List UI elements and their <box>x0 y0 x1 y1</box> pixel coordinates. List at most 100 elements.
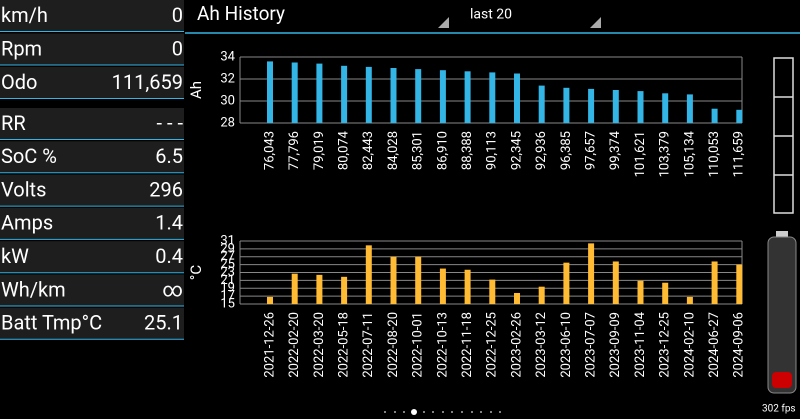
bar <box>514 292 520 304</box>
panel-row <box>0 141 184 173</box>
bar <box>612 261 619 304</box>
fps-counter: 302 fps <box>762 403 796 415</box>
x-tick-label: 110,053 <box>707 131 722 177</box>
x-tick-label: 2023-11-04 <box>633 311 648 377</box>
bar <box>736 264 743 304</box>
x-tick-label: 97,657 <box>584 131 599 170</box>
y-axis-label: °C <box>187 265 205 281</box>
x-tick-label: 105,134 <box>682 130 697 177</box>
bar <box>711 261 718 304</box>
x-tick-label: 2022-10-01 <box>411 312 426 378</box>
x-tick-label: 2024-09-06 <box>732 312 747 378</box>
bar <box>662 282 669 304</box>
bar <box>686 94 693 123</box>
bar <box>489 72 496 123</box>
row-value: 25.1 <box>144 311 183 335</box>
row-value: 6.5 <box>155 144 183 168</box>
panel-row <box>0 241 184 273</box>
x-tick-label: 77,796 <box>287 131 302 170</box>
bar <box>563 87 570 123</box>
row-value: 111,659 <box>112 70 183 94</box>
x-tick-label: 2022-11-18 <box>460 312 475 378</box>
bar <box>514 73 520 123</box>
range-selector[interactable]: last 20 <box>470 7 512 23</box>
y-axis-label: Ah <box>187 81 205 99</box>
x-tick-label: 2022-05-18 <box>337 312 352 378</box>
dropdown-arrow[interactable] <box>590 17 601 28</box>
x-tick-label: 80,074 <box>337 130 352 170</box>
bar <box>267 296 273 304</box>
x-tick-label: 2024-02-10 <box>682 312 697 378</box>
history-title[interactable]: Ah History <box>197 2 285 25</box>
x-tick-label: 79,019 <box>312 131 327 170</box>
x-tick-label: 88,388 <box>460 131 475 170</box>
bar <box>686 296 693 304</box>
panel-row <box>0 33 184 65</box>
bar <box>341 276 348 304</box>
panel-row <box>0 307 184 339</box>
x-tick-label: 101,621 <box>633 131 648 177</box>
y-tick-label: 32 <box>220 71 235 86</box>
panel-row <box>0 67 184 98</box>
y-tick-label: 21 <box>220 273 235 288</box>
y-tick-label: 34 <box>220 49 235 64</box>
bar <box>415 69 422 123</box>
y-tick-label: 23 <box>220 265 235 280</box>
dropdown-arrow[interactable] <box>438 17 449 28</box>
bar <box>291 273 298 304</box>
row-value: 0 <box>172 36 183 60</box>
row-label: SoC % <box>1 144 57 168</box>
x-tick-label: 90,113 <box>485 131 500 170</box>
x-tick-label: 2023-09-09 <box>608 312 623 378</box>
x-tick-label: 76,043 <box>262 131 277 170</box>
x-tick-label: 2022-07-11 <box>361 312 376 378</box>
x-tick-label: 2024-06-27 <box>707 312 722 378</box>
panel-row <box>0 207 184 239</box>
soc-gauge <box>773 57 794 214</box>
row-value: - - - <box>156 111 183 135</box>
bar <box>637 280 644 304</box>
x-tick-label: 111,659 <box>732 131 747 177</box>
bar <box>291 62 298 123</box>
y-tick-label: 27 <box>220 249 235 264</box>
bar <box>538 286 545 304</box>
row-label: RR <box>1 111 26 135</box>
panel-row <box>0 174 184 206</box>
x-tick-label: 103,379 <box>658 131 673 177</box>
bar <box>415 256 422 304</box>
x-tick-label: 84,028 <box>386 131 401 170</box>
y-tick-label: 19 <box>220 281 235 296</box>
x-tick-label: 2023-06-10 <box>559 312 574 378</box>
row-value: 0 <box>172 3 183 27</box>
bar <box>365 66 372 123</box>
bar <box>316 274 323 304</box>
y-tick-label: 30 <box>220 93 235 108</box>
battery-icon <box>767 231 797 394</box>
row-label: km/h <box>1 3 48 27</box>
row-label: Amps <box>1 211 53 235</box>
row-value: 296 <box>149 177 183 201</box>
row-label: kW <box>1 244 29 268</box>
bar <box>365 245 372 304</box>
x-tick-label: 2022-12-25 <box>485 312 500 378</box>
panel-row <box>0 108 184 139</box>
x-tick-label: 2022-02-20 <box>287 312 302 378</box>
x-tick-label: 2023-03-12 <box>534 312 549 378</box>
x-tick-label: 2022-03-20 <box>312 312 327 378</box>
row-label: Batt Tmp°C <box>1 311 102 335</box>
row-value: ∞ <box>162 277 183 301</box>
x-tick-label: 92,345 <box>509 131 524 170</box>
bar <box>711 108 718 123</box>
bar <box>588 88 595 123</box>
bar <box>439 70 446 123</box>
row-label: Wh/km <box>1 277 66 301</box>
x-tick-label: 2023-07-07 <box>584 312 599 378</box>
bar <box>563 262 570 304</box>
x-tick-label: 2023-12-25 <box>658 312 673 378</box>
y-tick-label: 29 <box>220 241 235 256</box>
bar <box>341 65 348 123</box>
bar <box>464 71 471 123</box>
y-tick-label: 15 <box>220 296 235 311</box>
y-tick-label: 28 <box>220 115 235 130</box>
